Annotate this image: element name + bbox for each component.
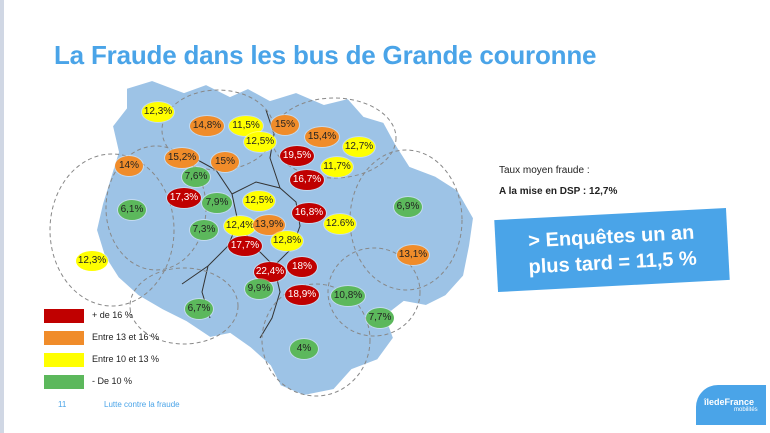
legend-swatch-orange	[44, 331, 84, 345]
zone-fraud-rate-33: 10,8%	[331, 286, 365, 306]
zone-outline-7	[49, 153, 175, 307]
page-number: 11	[58, 400, 67, 409]
legend-label-red: + de 16 %	[92, 310, 133, 320]
zone-fraud-rate-21: 6,9%	[394, 197, 422, 217]
legend-swatch-green	[44, 375, 84, 389]
zone-fraud-rate-2: 14,8%	[190, 116, 224, 136]
zone-fraud-rate-17: 12,5%	[243, 191, 275, 211]
zone-fraud-rate-10: 15%	[211, 152, 239, 172]
average-fraud-label: Taux moyen fraude :	[499, 165, 590, 176]
zone-fraud-rate-20: 12.6%	[324, 214, 356, 234]
zone-fraud-rate-13: 7,6%	[182, 167, 210, 187]
zone-fraud-rate-8: 14%	[115, 156, 143, 176]
zone-fraud-rate-28: 12,3%	[76, 251, 108, 271]
zone-fraud-rate-15: 17,3%	[167, 188, 201, 208]
survey-callout: > Enquêtes un an plus tard = 11,5 %	[494, 207, 730, 293]
footer-text: Lutte contre la fraude	[104, 400, 180, 409]
zone-fraud-rate-30: 22,4%	[254, 262, 286, 282]
zone-outline-5	[261, 283, 371, 397]
zone-fraud-rate-31: 9,9%	[245, 279, 273, 299]
zone-fraud-rate-19: 16,8%	[292, 203, 326, 223]
zone-outline-4	[129, 267, 239, 345]
zone-fraud-rate-16: 7,9%	[202, 193, 232, 213]
zone-fraud-rate-27: 13,1%	[397, 245, 429, 265]
logo-text: îledeFrance	[704, 397, 755, 407]
zone-fraud-rate-11: 19,5%	[280, 146, 314, 166]
legend-label-green: - De 10 %	[92, 376, 133, 386]
zone-fraud-rate-34: 6,7%	[185, 299, 213, 319]
zone-outline-6	[327, 247, 421, 337]
zone-fraud-rate-14: 16,7%	[290, 170, 324, 190]
average-fraud-value: A la mise en DSP : 12,7%	[499, 186, 618, 197]
zone-fraud-rate-23: 12,4%	[224, 216, 256, 236]
zone-fraud-rate-32: 18,9%	[285, 285, 319, 305]
iledefrance-mobilites-logo: îledeFrance mobilités	[696, 385, 766, 425]
zone-fraud-rate-6: 12,5%	[244, 132, 276, 152]
region-map: 12,3% 14,8% 11,5% 15% 15,4% 12,5% 12,7% 14% 15,2…	[34, 70, 504, 410]
zone-fraud-rate-35: 7,7%	[366, 308, 394, 328]
zone-fraud-rate-36: 4%	[290, 339, 318, 359]
legend-swatch-red	[44, 309, 84, 323]
zone-fraud-rate-3: 11,5%	[229, 116, 263, 136]
legend-swatch-yellow	[44, 353, 84, 367]
logo-subtext: mobilités	[734, 407, 758, 413]
legend-label-orange: Entre 13 et 16 %	[92, 332, 160, 342]
zone-fraud-rate-12: 11,7%	[321, 157, 353, 177]
zone-fraud-rate-29: 18%	[287, 257, 317, 277]
zone-fraud-rate-9: 15,2%	[165, 148, 199, 168]
zone-fraud-rate-24: 13,9%	[253, 215, 285, 235]
zone-fraud-rate-18: 6,1%	[118, 200, 146, 220]
zone-fraud-rate-25: 12,8%	[271, 231, 303, 251]
zone-fraud-rate-5: 15,4%	[305, 127, 339, 147]
zone-fraud-rate-22: 7,3%	[190, 220, 218, 240]
slide-title: La Fraude dans les bus de Grande couronn…	[54, 40, 597, 70]
zone-fraud-rate-26: 17,7%	[228, 236, 262, 256]
legend-label-yellow: Entre 10 et 13 %	[92, 354, 160, 364]
zone-fraud-rate-7: 12,7%	[343, 137, 375, 157]
zone-fraud-rate-1: 12,3%	[142, 102, 174, 122]
zone-fraud-rate-4: 15%	[271, 115, 299, 135]
